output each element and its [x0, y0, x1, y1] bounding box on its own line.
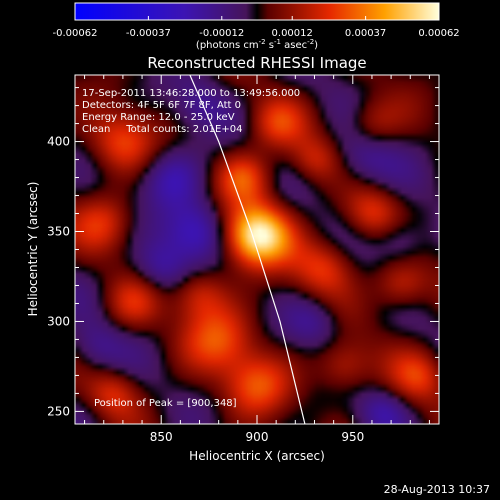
- footer-timestamp: 28-Aug-2013 10:37: [383, 483, 490, 496]
- x-tick-label: 850: [150, 430, 173, 444]
- peak-position-label: Position of Peak = [900,348]: [94, 398, 237, 409]
- colorbar-tick-label: -0.00012: [199, 28, 244, 39]
- colorbar-tick-label: -0.00037: [126, 28, 171, 39]
- chart-title: Reconstructed RHESSI Image: [147, 54, 366, 72]
- x-tick-label: 900: [246, 430, 269, 444]
- solar-limb-line: [189, 74, 306, 425]
- colorbar-tick-label: 0.00062: [418, 28, 459, 39]
- annotation-energy: Energy Range: 12.0 - 25.0 keV: [82, 112, 235, 123]
- annotation-clean-counts: Clean Total counts: 2.01E+04: [82, 124, 242, 135]
- y-tick-label: 400: [47, 135, 70, 149]
- colorbar-unit-label: (photons cm-2 s-1 asec-2): [196, 38, 318, 51]
- y-tick-label: 350: [47, 225, 70, 239]
- colorbar-tick-label: 0.00012: [272, 28, 313, 39]
- annotation-time: 17-Sep-2011 13:46:28.000 to 13:49:56.000: [82, 88, 300, 99]
- x-tick-label: 950: [341, 430, 364, 444]
- y-axis-label: Heliocentric Y (arcsec): [26, 182, 40, 317]
- info-block: 17-Sep-2011 13:46:28.000 to 13:49:56.000…: [82, 88, 300, 135]
- colorbar: [74, 2, 440, 21]
- colorbar-tick-label: 0.00037: [345, 28, 386, 39]
- y-tick-label: 300: [47, 314, 70, 328]
- y-tick-label: 250: [47, 404, 70, 418]
- annotation-detectors: Detectors: 4F 5F 6F 7F 8F, Att 0: [82, 100, 241, 111]
- colorbar-tick-label: -0.00062: [53, 28, 98, 39]
- axis-ticks: 850 900 950 250 300 350 400: [47, 75, 439, 444]
- x-axis-label: Heliocentric X (arcsec): [189, 449, 325, 463]
- colorbar-ticks: -0.00062 -0.00037 -0.00012 0.00012 0.00037 0.…: [53, 16, 460, 39]
